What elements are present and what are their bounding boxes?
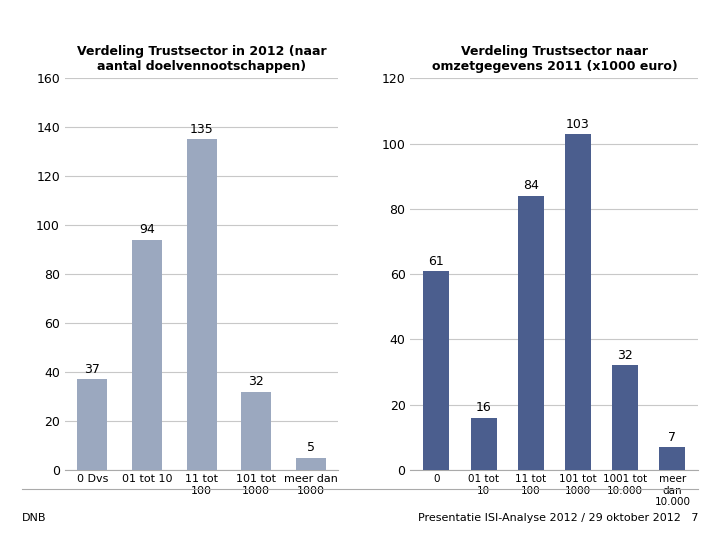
Bar bbox=[77, 379, 107, 470]
Text: 32: 32 bbox=[248, 375, 264, 388]
Bar bbox=[565, 134, 591, 470]
Text: 7: 7 bbox=[668, 431, 676, 444]
Bar bbox=[518, 196, 544, 470]
Text: DNB: DNB bbox=[22, 514, 46, 523]
Bar bbox=[241, 392, 271, 470]
Text: 32: 32 bbox=[617, 349, 633, 362]
Bar bbox=[471, 417, 497, 470]
Bar bbox=[132, 240, 162, 470]
Bar bbox=[186, 139, 217, 470]
Text: 3. Resultaten Sectoranalyse (3): 3. Resultaten Sectoranalyse (3) bbox=[18, 37, 369, 57]
Title: Verdeling Trustsector naar
omzetgegevens 2011 (x1000 euro): Verdeling Trustsector naar omzetgegevens… bbox=[431, 45, 678, 73]
Bar bbox=[423, 271, 449, 470]
Text: 103: 103 bbox=[566, 118, 590, 131]
Text: 5: 5 bbox=[307, 441, 315, 454]
Bar bbox=[660, 447, 685, 470]
Text: 84: 84 bbox=[523, 179, 539, 192]
Text: 135: 135 bbox=[190, 123, 213, 136]
Text: 37: 37 bbox=[84, 362, 100, 376]
Text: 94: 94 bbox=[139, 223, 155, 236]
Title: Verdeling Trustsector in 2012 (naar
aantal doelvennootschappen): Verdeling Trustsector in 2012 (naar aant… bbox=[77, 45, 326, 73]
Bar bbox=[296, 457, 326, 470]
Text: 16: 16 bbox=[476, 401, 492, 414]
Text: Presentatie ISI-Analyse 2012 / 29 oktober 2012   7: Presentatie ISI-Analyse 2012 / 29 oktobe… bbox=[418, 514, 698, 523]
Bar bbox=[612, 366, 638, 470]
Text: 61: 61 bbox=[428, 254, 444, 267]
